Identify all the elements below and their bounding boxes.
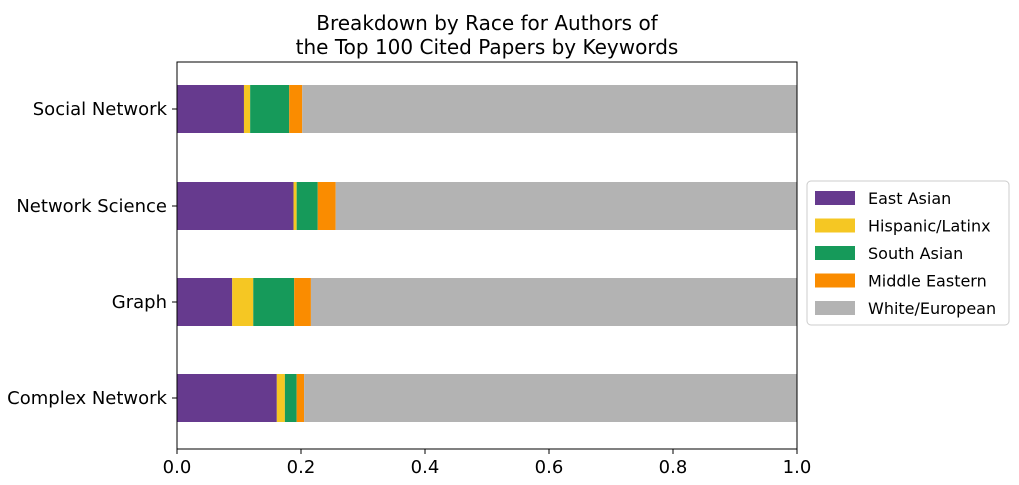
- chart-title-line-1: Breakdown by Race for Authors of: [316, 11, 658, 35]
- bar-complex-network-middle-eastern: [296, 374, 305, 422]
- bar-graph-hispanic-latinx: [232, 278, 254, 326]
- y-tick-label: Complex Network: [7, 388, 167, 409]
- x-tick-label: 1.0: [783, 457, 812, 478]
- plot-frame: [176, 61, 798, 450]
- bar-social-network-east-asian: [177, 85, 244, 133]
- bar-group: [177, 85, 797, 422]
- bar-complex-network-white-european: [304, 374, 797, 422]
- y-axis: Social Network Network Science Graph Comple…: [7, 99, 177, 409]
- bar-network-science-middle-eastern: [317, 182, 336, 230]
- chart-title-line-2: the Top 100 Cited Papers by Keywords: [296, 35, 679, 59]
- x-tick-label: 0.6: [535, 457, 564, 478]
- bar-network-science-south-asian: [296, 182, 318, 230]
- legend-label: Middle Eastern: [868, 272, 987, 291]
- y-tick-label: Graph: [112, 292, 167, 313]
- bar-graph-east-asian: [177, 278, 233, 326]
- x-tick-label: 0.0: [163, 457, 192, 478]
- bar-social-network-south-asian: [250, 85, 290, 133]
- bar-graph-south-asian: [253, 278, 295, 326]
- bar-social-network-hispanic-latinx: [243, 85, 251, 133]
- bar-complex-network-hispanic-latinx: [276, 374, 285, 422]
- x-tick-label: 0.8: [659, 457, 688, 478]
- legend-label: South Asian: [868, 244, 963, 263]
- x-axis: 0.0 0.2 0.4 0.6 0.8 1.0: [163, 449, 812, 478]
- bar-complex-network-south-asian: [284, 374, 297, 422]
- legend-label: East Asian: [868, 189, 951, 208]
- bar-social-network-middle-eastern: [289, 85, 303, 133]
- legend-box: [806, 180, 1010, 326]
- x-tick-label: 0.4: [411, 457, 440, 478]
- bar-graph-middle-eastern: [294, 278, 311, 326]
- x-tick-label: 0.2: [287, 457, 316, 478]
- legend-swatch: [815, 218, 855, 233]
- bar-network-science-white-european: [335, 182, 797, 230]
- legend-label: Hispanic/Latinx: [868, 217, 991, 236]
- bar-social-network-white-european: [302, 85, 797, 133]
- bar-network-science-east-asian: [177, 182, 294, 230]
- legend-swatch: [815, 246, 855, 260]
- legend-label: White/European: [868, 299, 996, 318]
- bar-graph-white-european: [310, 278, 797, 326]
- legend-swatch: [815, 273, 855, 288]
- legend-swatch: [815, 191, 855, 205]
- y-tick-label: Network Science: [16, 196, 167, 217]
- y-tick-label: Social Network: [33, 99, 168, 120]
- bar-network-science-hispanic-latinx: [293, 182, 297, 230]
- legend: East Asian Hispanic/Latinx South Asian Midd…: [806, 180, 1010, 326]
- bar-complex-network-east-asian: [177, 374, 277, 422]
- legend-swatch: [815, 301, 855, 315]
